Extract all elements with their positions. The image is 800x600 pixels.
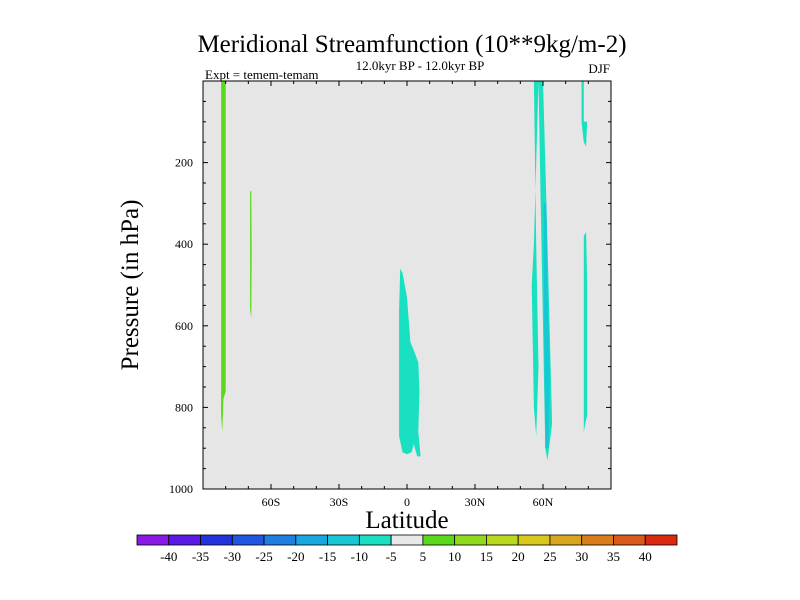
x-tick-label: 60S	[262, 495, 281, 509]
colorbar-swatch	[549, 534, 583, 546]
chart-subtitle: 12.0kyr BP - 12.0kyr BP	[356, 58, 485, 73]
colorbar-label: -30	[224, 549, 241, 564]
colorbar-swatch	[136, 534, 170, 546]
colorbar-label: -5	[386, 549, 397, 564]
colorbar-label: -20	[287, 549, 304, 564]
colorbar-label: -35	[192, 549, 209, 564]
y-tick-label: 200	[175, 156, 193, 170]
region-equatorial-negative	[399, 268, 421, 457]
x-tick-label: 30N	[465, 495, 486, 509]
x-tick-label: 0	[404, 495, 410, 509]
region-sh-thin-positive	[250, 191, 252, 318]
x-axis-label: Latitude	[365, 507, 448, 534]
colorbar-label: 35	[607, 549, 620, 564]
colorbar-swatch	[358, 534, 392, 546]
colorbar-label: -10	[351, 549, 368, 564]
colorbar-swatch	[327, 534, 360, 546]
colorbar-swatch	[390, 534, 424, 546]
experiment-label: Expt = temem-temam	[205, 67, 318, 82]
y-tick-label: 400	[175, 237, 193, 251]
colorbar-swatch	[168, 534, 201, 546]
colorbar: -40 -35 -30 -25 -20 -15 -10 -5 5 10 15 20 25 30 35 40	[136, 534, 678, 564]
region-nh-high-lat-negative	[581, 81, 588, 147]
colorbar-swatch	[295, 534, 328, 546]
region-sh-high-lat-positive	[221, 81, 226, 432]
colorbar-label: 20	[512, 549, 525, 564]
colorbar-swatch	[454, 534, 487, 546]
x-tick-label: 60N	[533, 495, 554, 509]
region-nh-midlat-inner	[543, 203, 550, 449]
colorbar-label: -40	[160, 549, 177, 564]
y-axis-label: Pressure (in hPa)	[117, 200, 144, 371]
colorbar-swatch	[422, 534, 456, 546]
colorbar-swatch	[613, 534, 646, 546]
colorbar-label: -25	[255, 549, 272, 564]
colorbar-swatch	[200, 534, 233, 546]
colorbar-label: 30	[575, 549, 588, 564]
colorbar-swatch	[231, 534, 265, 546]
y-tick-label: 600	[175, 319, 193, 333]
x-tick-label: 30S	[330, 495, 349, 509]
colorbar-label: 10	[448, 549, 461, 564]
colorbar-swatch	[581, 534, 614, 546]
contour-regions	[221, 81, 588, 461]
y-tick-label: 800	[175, 400, 193, 414]
y-axis-ticks: 200 400 600 800 1000	[169, 100, 611, 496]
y-tick-label: 1000	[169, 482, 193, 496]
region-nh-high-lat-lower	[583, 232, 588, 432]
chart-title: Meridional Streamfunction (10**9kg/m-2)	[197, 31, 626, 58]
colorbar-swatch	[517, 534, 551, 546]
colorbar-label: 5	[420, 549, 427, 564]
colorbar-label: -15	[319, 549, 336, 564]
colorbar-label: 25	[543, 549, 556, 564]
colorbar-swatch	[263, 534, 297, 546]
colorbar-label: 40	[639, 549, 652, 564]
x-axis-ticks: 60S 30S 0 30N 60N	[225, 81, 589, 509]
season-label: DJF	[588, 61, 610, 76]
colorbar-swatch	[486, 534, 519, 546]
colorbar-swatch	[644, 534, 678, 546]
colorbar-label: 15	[480, 549, 493, 564]
